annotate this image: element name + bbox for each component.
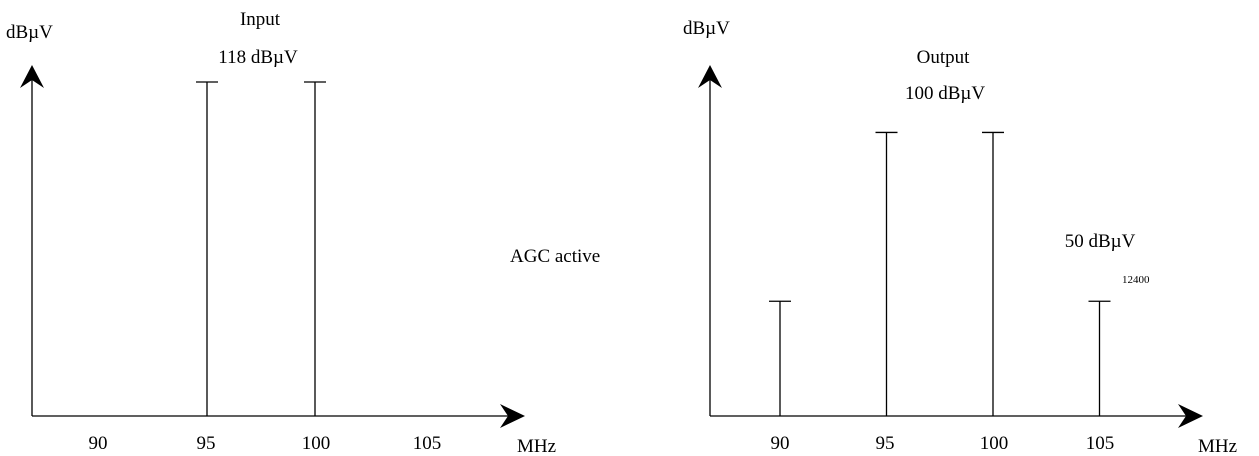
annotation-number: 12400 <box>1122 274 1150 286</box>
output-x-tick-105: 105 <box>1086 433 1115 454</box>
output-y-axis-arrowhead <box>698 65 722 88</box>
output-x-tick-100: 100 <box>980 433 1009 454</box>
output-carriers <box>769 131 1111 416</box>
input-x-axis-unit: MHz <box>517 436 556 456</box>
output-level-label: 100 dBµV <box>905 83 985 104</box>
output-adjacent-level-label: 50 dBµV <box>1065 231 1136 252</box>
output-x-tick-95: 95 <box>876 433 895 454</box>
input-carriers <box>196 81 326 416</box>
input-level-label: 118 dBµV <box>218 47 298 68</box>
input-x-axis-arrowhead <box>500 404 525 428</box>
input-x-tick-95: 95 <box>197 433 216 454</box>
output-panel: dBµV MHz Output 100 dBµV 50 dBµV 12400 9… <box>683 18 1237 456</box>
input-y-axis-arrowhead <box>20 65 44 88</box>
input-x-tick-105: 105 <box>413 433 442 454</box>
input-panel: dBµV MHz Input 118 dBµV 90 95 100 105 <box>6 9 556 456</box>
output-x-tick-90: 90 <box>771 433 790 454</box>
output-y-axis-unit: dBµV <box>683 18 730 39</box>
input-x-tick-90: 90 <box>89 433 108 454</box>
input-title: Input <box>240 9 281 30</box>
output-x-axis-arrowhead <box>1178 404 1203 428</box>
output-x-axis-unit: MHz <box>1198 436 1237 456</box>
agc-active-label: AGC active <box>510 246 600 267</box>
input-y-axis-unit: dBµV <box>6 22 53 43</box>
output-title: Output <box>917 47 971 68</box>
input-x-tick-100: 100 <box>302 433 331 454</box>
